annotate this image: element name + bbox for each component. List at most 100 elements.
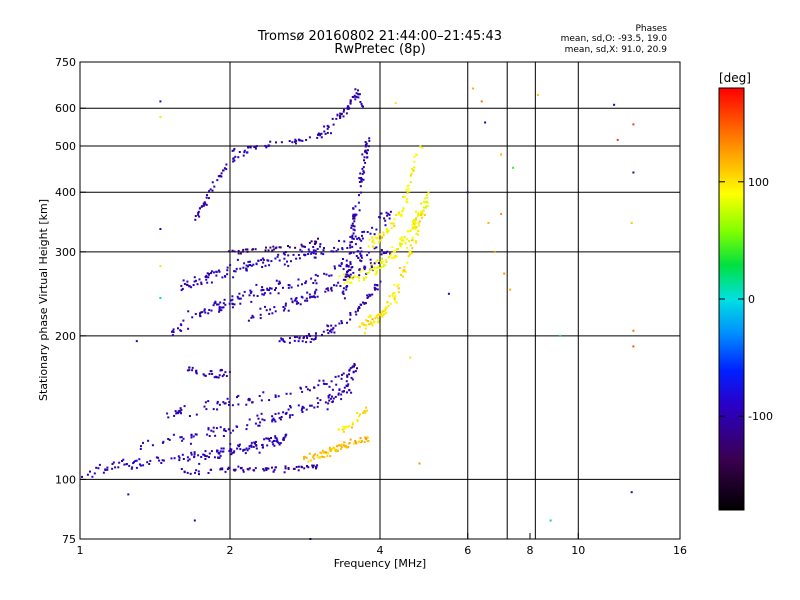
echo-point [319, 245, 321, 248]
echo-point [261, 288, 264, 291]
echo-point [211, 189, 214, 192]
echo-point [187, 327, 190, 330]
echo-point [407, 187, 410, 190]
echo-point [349, 438, 352, 441]
echo-point [326, 408, 329, 411]
echo-point [388, 213, 391, 216]
echo-point [111, 463, 114, 465]
echo-point [420, 210, 423, 213]
echo-point [283, 471, 286, 474]
echo-point [140, 464, 142, 467]
echo-point [353, 217, 356, 220]
echo-point [294, 246, 297, 249]
echo-point [366, 272, 369, 275]
echo-point [340, 262, 343, 265]
echo-point [319, 399, 322, 402]
echo-point [315, 467, 317, 470]
echo-point [289, 392, 292, 395]
echo-point [338, 275, 341, 278]
echo-point [330, 448, 333, 451]
echo-point [363, 156, 366, 159]
echo-point [308, 250, 311, 253]
echo-point [297, 278, 300, 281]
echo-point [424, 201, 427, 204]
echo-point [342, 372, 345, 375]
echo-point [200, 205, 203, 208]
echo-point [422, 206, 425, 209]
echo-point [188, 458, 191, 461]
echo-point [196, 283, 199, 286]
echo-point [271, 418, 274, 421]
echo-point [399, 245, 402, 248]
echo-point [279, 442, 282, 445]
echo-point [320, 252, 323, 255]
echo-point [466, 191, 469, 194]
echo-point [343, 445, 346, 448]
echo-point [352, 217, 355, 220]
echo-point [323, 456, 326, 458]
echo-point [391, 246, 394, 249]
echo-point [261, 418, 264, 421]
echo-point [419, 214, 422, 216]
echo-point [233, 303, 236, 306]
echo-point [345, 444, 348, 447]
echo-point [355, 92, 358, 95]
echo-point [284, 302, 287, 305]
echo-point [364, 141, 367, 143]
echo-point [360, 250, 363, 253]
echo-point [368, 293, 371, 296]
echo-point [322, 451, 325, 454]
echo-point [259, 421, 262, 424]
echo-point [384, 306, 387, 309]
echo-point [328, 385, 331, 388]
echo-point [235, 267, 238, 270]
echo-point [359, 172, 362, 175]
axis-ticks: 1 2 4 6 8 10 16 75 100 200 300 400 500 600 750 [55, 56, 687, 557]
echo-point [399, 243, 402, 246]
echo-point [261, 257, 264, 260]
echo-point [347, 446, 350, 449]
echo-point [393, 218, 396, 221]
echo-point [117, 466, 120, 469]
echo-point [208, 456, 210, 459]
echo-point [364, 161, 367, 164]
echo-point [180, 408, 183, 411]
data-points [81, 87, 635, 540]
echo-point [377, 265, 380, 268]
echo-point [382, 233, 385, 236]
echo-point [291, 141, 294, 144]
echo-point [239, 267, 242, 270]
echo-point [338, 388, 341, 391]
echo-point [111, 467, 114, 470]
echo-point [253, 469, 256, 472]
echo-point [329, 450, 332, 452]
echo-point [349, 313, 352, 316]
echo-point [296, 335, 299, 338]
echo-point [206, 272, 209, 275]
echo-point [371, 324, 374, 327]
echo-point [316, 248, 319, 250]
echo-point [297, 404, 300, 407]
echo-point [222, 302, 225, 305]
echo-point [313, 457, 316, 460]
echo-point [343, 386, 346, 389]
echo-point [228, 401, 231, 403]
echo-point [352, 371, 355, 374]
echo-point [314, 296, 317, 299]
echo-point [222, 373, 225, 376]
echo-point [252, 294, 255, 297]
echo-point [277, 282, 280, 285]
echo-point [258, 451, 261, 454]
echo-point [342, 278, 345, 281]
echo-point [363, 171, 366, 174]
echo-point [414, 240, 417, 242]
x-tick-label: 6 [464, 544, 471, 557]
echo-point [370, 264, 373, 267]
echo-point [363, 441, 366, 443]
echo-point [135, 340, 138, 343]
echo-point [355, 255, 358, 257]
echo-point [349, 241, 352, 244]
echo-point [381, 236, 383, 239]
echo-point [232, 149, 235, 152]
echo-point [311, 466, 314, 469]
